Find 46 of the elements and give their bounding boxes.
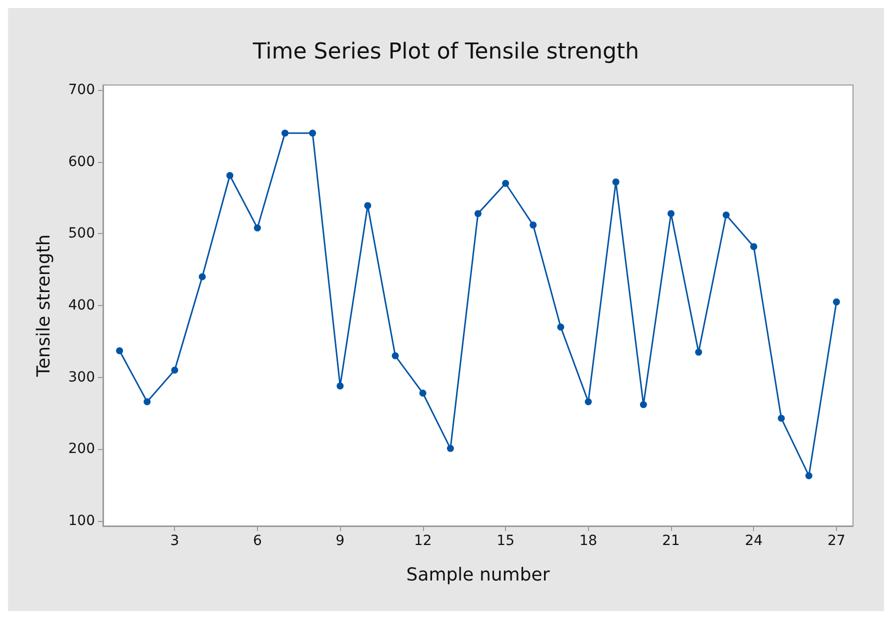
point [612,178,620,186]
point [668,210,675,218]
y-tick-label: 100 [68,512,95,529]
point [474,210,482,218]
point [530,222,537,229]
point [116,347,124,354]
y-tick-label: 700 [68,82,95,98]
point [254,224,261,232]
x-tick-label: 6 [252,533,262,549]
point [392,352,399,360]
x-tick-label: 21 [662,533,680,549]
point [722,212,730,218]
y-tick-label: 500 [68,226,95,242]
y-tick-label: 200 [68,441,95,458]
y-tick-label: 600 [68,154,95,170]
chart-title: Time Series Plot of Tensile strength [252,40,640,64]
point [281,130,288,137]
point [419,390,426,397]
point [198,273,206,280]
point [584,398,592,406]
point [336,382,344,390]
x-tick-label: 3 [170,533,180,549]
point [309,130,316,137]
point [778,414,785,422]
x-tick-label: 12 [414,533,432,549]
x-axis-title: Sample number [406,564,550,586]
point [557,324,564,331]
point [750,243,758,250]
x-tick-label: 9 [336,533,345,549]
point [805,472,812,480]
y-axis-title: Tensile strength [34,234,54,378]
point [144,398,151,406]
point [695,348,702,356]
point [171,366,178,374]
x-tick-label: 18 [579,533,598,549]
point [446,444,454,452]
x-tick-label: 27 [828,533,846,549]
y-tick-label: 300 [68,369,95,386]
x-tick-label: 24 [744,533,763,549]
y-tick-label: 400 [68,298,95,314]
point [640,401,647,408]
point [832,298,840,306]
x-tick-label: 15 [496,533,514,549]
point [502,180,510,187]
point [364,202,372,210]
point [226,172,234,179]
